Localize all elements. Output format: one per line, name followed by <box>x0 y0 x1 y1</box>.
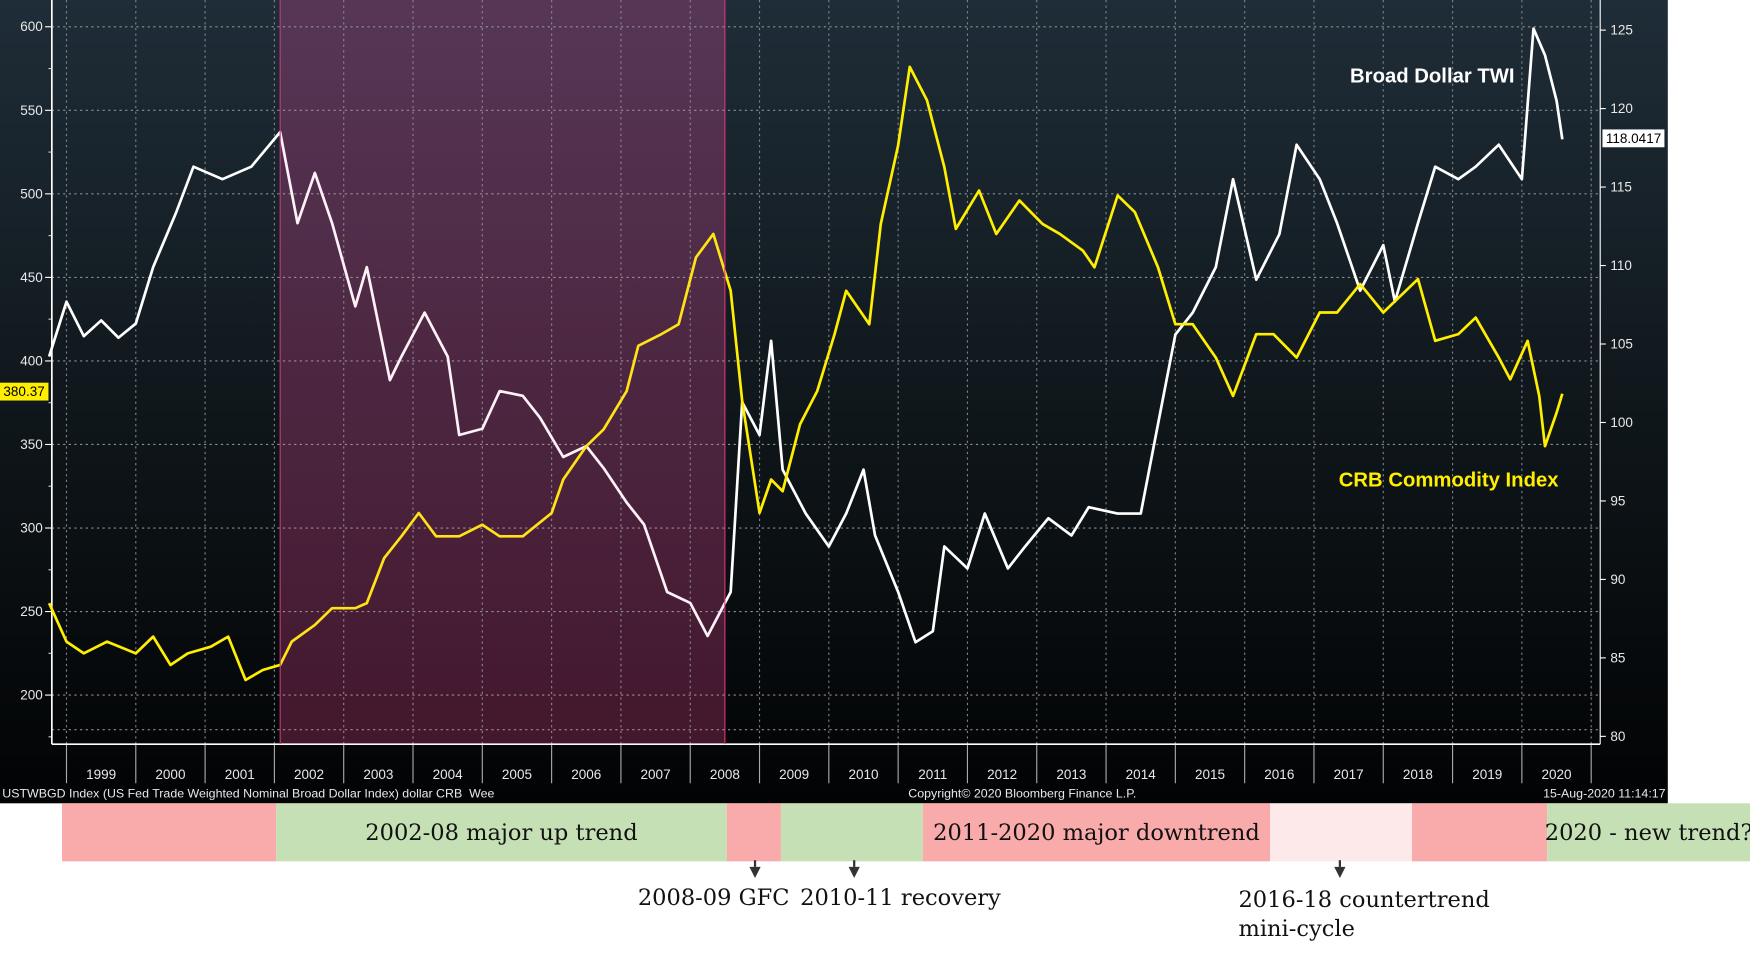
left-axis-tick-label: 200 <box>20 688 43 703</box>
right-axis-tick-label: 95 <box>1610 493 1625 508</box>
note-countertrend-line1: 2016-18 countertrend <box>1238 885 1490 913</box>
left-axis-tick-label: 250 <box>20 604 43 619</box>
left-axis-tick-label: 350 <box>20 437 43 452</box>
right-axis-tick-label: 115 <box>1610 180 1632 195</box>
shaded-period-overlay <box>280 0 725 745</box>
band-2002-08-uptrend: 2002-08 major up trend <box>276 803 727 862</box>
footer-copyright: Copyright© 2020 Bloomberg Finance L.P. <box>908 787 1137 802</box>
x-axis-tick-label: 2020 <box>1542 767 1572 782</box>
arrow-down-icon <box>848 860 860 879</box>
left-axis-tick-label: 500 <box>20 186 43 201</box>
right-axis-tick-label: 120 <box>1610 101 1633 116</box>
band-label: 2002-08 major up trend <box>365 818 638 846</box>
x-axis-tick-label: 2004 <box>433 767 464 782</box>
series-label-twi: Broad Dollar TWI <box>1350 64 1515 88</box>
series-line-crb <box>47 65 1564 682</box>
note-recovery: 2010-11 recovery <box>800 883 1001 911</box>
note-countertrend: 2016-18 countertrend mini-cycle <box>1238 885 1489 943</box>
x-axis-tick-label: 2019 <box>1472 767 1502 782</box>
band-2018-2020 <box>1412 803 1548 862</box>
right-axis-tick-label: 80 <box>1610 729 1625 744</box>
footer-ticker-description: USTWBGD Index (US Fed Trade Weighted Nom… <box>2 787 495 802</box>
x-axis-tick-label: 2005 <box>502 767 532 782</box>
footer-timestamp: 15-Aug-2020 11:14:17 <box>1543 787 1666 802</box>
x-axis-tick-label: 2010 <box>848 767 878 782</box>
band-1998-2001 <box>61 803 277 862</box>
x-axis-tick-label: 2008 <box>710 767 740 782</box>
band-2011-2020-downtrend: 2011-2020 major downtrend <box>922 803 1271 862</box>
right-axis-tick-label: 125 <box>1610 23 1633 38</box>
chart-svg: 200 250 300 350 400 450 500 550 600 80 85 90 95 100 10… <box>20 0 1633 784</box>
x-axis-tick-label: 2007 <box>641 767 671 782</box>
shaded-period <box>280 0 725 745</box>
left-axis-tick-label: 300 <box>20 521 43 536</box>
left-axis-tick-label: 550 <box>20 103 43 118</box>
twi-last-value-tag: 118.0417 <box>1602 129 1665 148</box>
x-axis-tick-label: 2003 <box>363 767 393 782</box>
right-axis-tick-label: 90 <box>1610 572 1625 587</box>
x-axis-tick-label: 2000 <box>155 767 185 782</box>
right-axis-tick-label: 100 <box>1610 415 1633 430</box>
x-axis-tick-label: 2014 <box>1126 767 1157 782</box>
band-label: 2011-2020 major downtrend <box>933 818 1260 846</box>
x-axis-tick-label: 2015 <box>1195 767 1225 782</box>
right-axis-tick-label: 105 <box>1610 337 1633 352</box>
right-axis-tick-label: 110 <box>1610 258 1632 273</box>
x-axis-tick-label: 2018 <box>1403 767 1433 782</box>
left-axis-tick-label: 450 <box>20 270 43 285</box>
right-axis-tick-label: 85 <box>1610 650 1625 665</box>
left-axis-tick-label: 600 <box>20 19 43 34</box>
arrow-down-icon <box>749 860 761 879</box>
x-axis-tick-label: 2009 <box>779 767 809 782</box>
arrow-down-icon <box>1334 860 1346 879</box>
band-gfc <box>726 803 781 862</box>
series-label-crb: CRB Commodity Index <box>1338 468 1559 491</box>
x-axis-tick-label: 2001 <box>225 767 255 782</box>
x-axis-tick-label: 2017 <box>1334 767 1364 782</box>
band-countertrend <box>1270 803 1413 862</box>
x-axis-tick-label: 2016 <box>1264 767 1294 782</box>
note-gfc: 2008-09 GFC <box>637 883 790 911</box>
bloomberg-chart-panel: 200 250 300 350 400 450 500 550 600 80 85 90 95 100 10… <box>0 0 1668 804</box>
note-countertrend-line2: mini-cycle <box>1238 914 1355 942</box>
x-axis-tick-label: 2011 <box>918 767 947 782</box>
band-2020-new-trend: 2020 - new trend? <box>1544 803 1750 862</box>
x-axis-tick-label: 2002 <box>294 767 324 782</box>
x-axis-tick-label: 2006 <box>571 767 601 782</box>
x-axis-tick-label: 1999 <box>86 767 116 782</box>
series-line-twi <box>47 27 1564 644</box>
band-label: 2020 - new trend? <box>1544 818 1750 846</box>
band-recovery <box>780 803 923 862</box>
crb-last-value-tag: 380.37 <box>0 382 49 401</box>
x-axis-tick-label: 2013 <box>1056 767 1086 782</box>
left-axis-tick-label: 400 <box>20 353 43 368</box>
x-axis-tick-label: 2012 <box>987 767 1017 782</box>
